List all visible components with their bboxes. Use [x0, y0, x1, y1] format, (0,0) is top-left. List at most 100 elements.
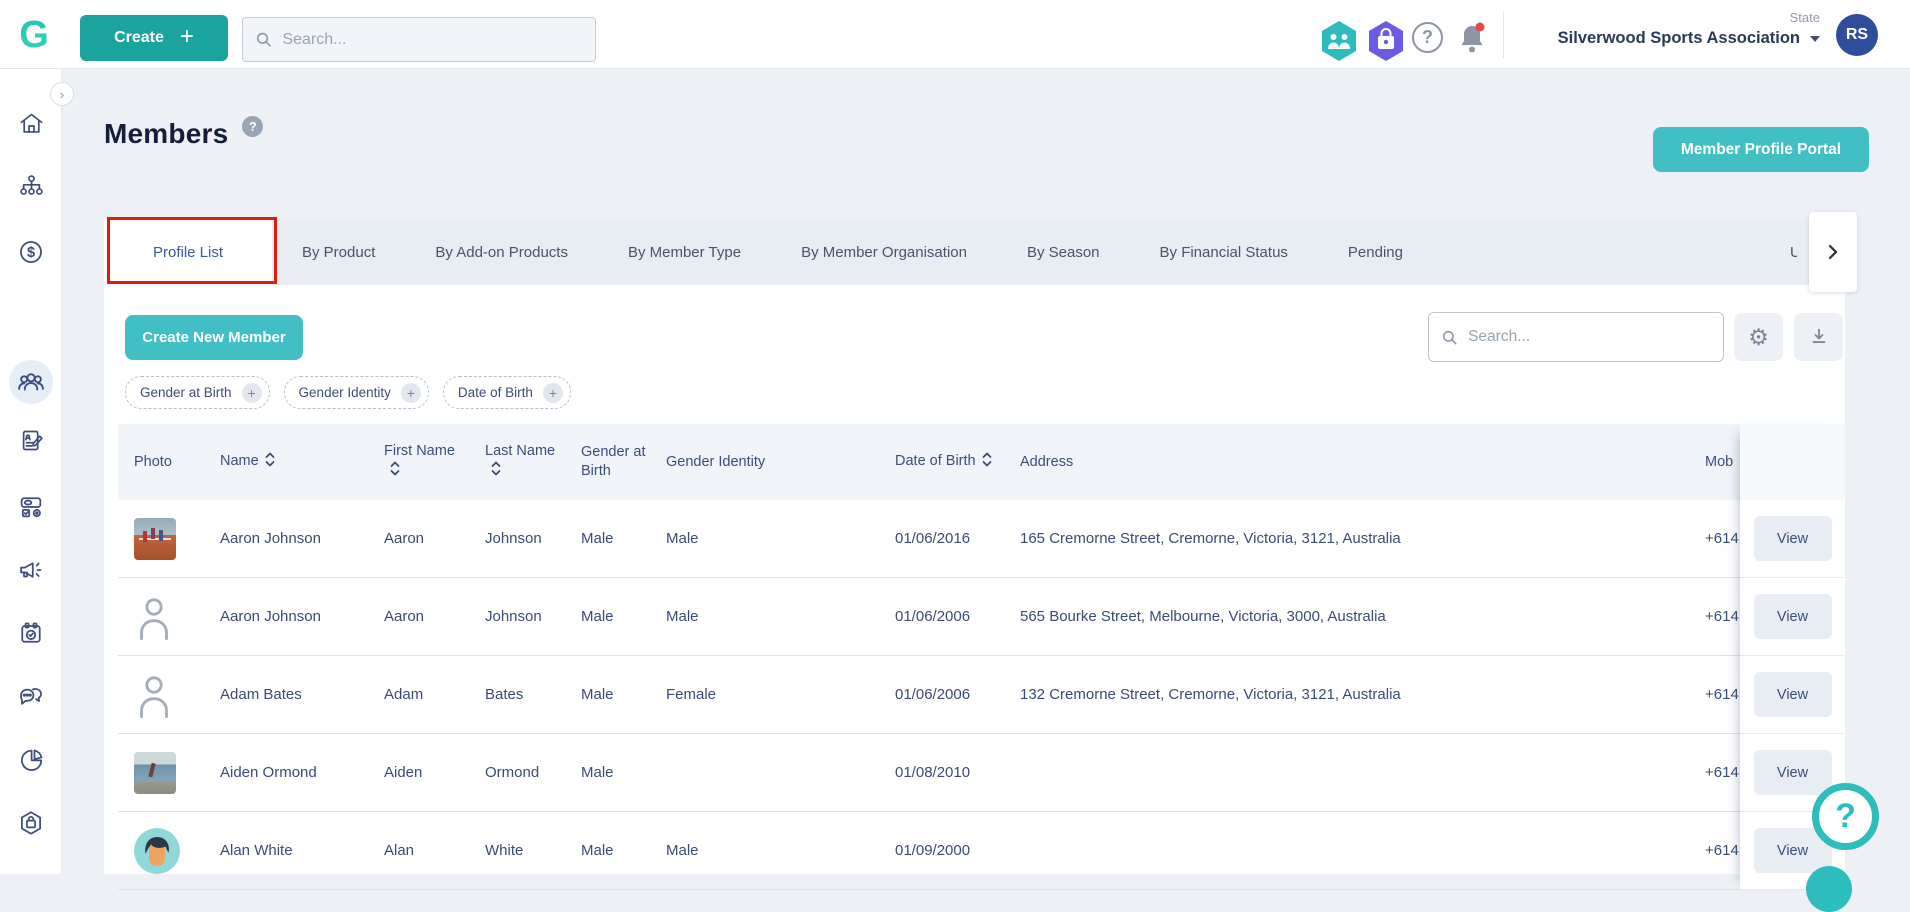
page-help-icon[interactable]: ? — [242, 116, 264, 137]
cell-first-name: Aiden — [384, 764, 423, 781]
cell-gender-identity: Female — [666, 686, 717, 703]
cell-name: Aiden Ormond — [220, 764, 317, 781]
global-search-input[interactable] — [282, 30, 583, 49]
chevron-right-icon — [1828, 244, 1838, 260]
search-icon — [1442, 330, 1457, 344]
tab-by-add-on-products[interactable]: By Add-on Products — [435, 243, 568, 261]
table-row: Aaron Johnson Aaron Johnson Male Male 01… — [118, 578, 1845, 656]
create-button[interactable]: Create + — [80, 15, 228, 61]
member-photo — [134, 517, 176, 560]
tab-by-member-organisation[interactable]: By Member Organisation — [801, 243, 967, 261]
plus-icon: + — [179, 23, 194, 50]
column-settings-button[interactable]: ⚙ — [1734, 313, 1783, 361]
marketplace-hexagon-icon[interactable] — [1367, 20, 1405, 62]
organisation-dropdown[interactable]: Silverwood Sports Association — [1520, 29, 1820, 48]
cell-address: 565 Bourke Street, Melbourne, Victoria, … — [1020, 608, 1386, 625]
table-body: Aaron Johnson Aaron Johnson Male Male 01… — [118, 500, 1845, 890]
column-header-name[interactable]: Name — [204, 452, 368, 473]
support-widget-button[interactable]: ? — [1812, 783, 1879, 850]
sort-icon[interactable] — [491, 461, 501, 482]
community-hexagon-icon[interactable] — [1320, 20, 1358, 62]
column-header-date-of-birth[interactable]: Date of Birth — [879, 452, 1004, 473]
cell-mobile: +614 — [1705, 764, 1739, 781]
cell-last-name: Bates — [485, 686, 524, 703]
tab-profile-list[interactable]: Profile List — [104, 219, 272, 285]
table-row: Aiden Ormond Aiden Ormond Male 01/08/201… — [118, 734, 1845, 812]
table-search-input[interactable] — [1468, 328, 1711, 346]
organisation-switcher: State Silverwood Sports Association — [1520, 10, 1820, 48]
member-photo — [134, 827, 180, 874]
sidebar-item-communications[interactable] — [0, 683, 62, 711]
column-header-last-name[interactable]: Last Name — [469, 442, 565, 482]
cell-address: 165 Cremorne Street, Cremorne, Victoria,… — [1020, 530, 1401, 547]
tab-by-financial-status[interactable]: By Financial Status — [1159, 243, 1288, 261]
view-button[interactable]: View — [1753, 594, 1832, 639]
sidebar-item-promotions[interactable] — [0, 556, 62, 584]
cell-date-of-birth: 01/09/2000 — [895, 842, 971, 859]
sort-icon[interactable] — [265, 452, 275, 473]
sidebar-item-organisations[interactable] — [0, 173, 62, 200]
sidebar-item-finances[interactable]: $ — [0, 238, 62, 266]
sidebar-expand-button[interactable]: › — [50, 82, 74, 106]
cell-name: Aaron Johnson — [220, 530, 321, 547]
gameday-logo-icon[interactable]: G — [12, 12, 56, 56]
sidebar-item-events[interactable] — [0, 619, 62, 647]
cell-last-name: White — [485, 842, 524, 859]
user-avatar[interactable]: RS — [1836, 14, 1878, 56]
view-button[interactable]: View — [1753, 750, 1832, 795]
create-new-member-button[interactable]: Create New Member — [125, 315, 303, 360]
cell-date-of-birth: 01/06/2006 — [895, 608, 971, 625]
sidebar: › $ — [0, 69, 74, 874]
action-column-header — [1740, 424, 1845, 500]
filter-chip-gender-at-birth[interactable]: Gender at Birth + — [125, 376, 270, 409]
cell-name: Aaron Johnson — [220, 608, 321, 625]
sidebar-item-shop[interactable] — [0, 809, 62, 837]
cell-last-name: Ormond — [485, 764, 540, 781]
cell-gender-at-birth: Male — [581, 764, 614, 781]
svg-text:G: G — [19, 14, 49, 56]
member-photo — [134, 671, 176, 719]
sort-icon[interactable] — [982, 452, 992, 473]
cell-name: Adam Bates — [220, 686, 302, 703]
cell-gender-identity: Male — [666, 608, 699, 625]
cell-date-of-birth: 01/08/2010 — [895, 764, 971, 781]
tab-pending[interactable]: Pending — [1347, 243, 1403, 261]
sidebar-item-products[interactable] — [0, 493, 62, 521]
sort-icon[interactable] — [390, 461, 400, 482]
svg-text:$: $ — [27, 245, 35, 261]
cell-name: Alan White — [220, 842, 293, 859]
sidebar-item-registrations[interactable] — [0, 427, 62, 454]
help-icon[interactable]: ? — [1412, 22, 1443, 53]
tab-scroll-right-button[interactable] — [1809, 212, 1857, 292]
tab-by-product[interactable]: By Product — [302, 243, 376, 261]
column-header-first-name[interactable]: First Name — [368, 442, 469, 482]
download-button[interactable] — [1794, 313, 1843, 361]
notifications-bell-icon[interactable] — [1455, 20, 1489, 56]
filter-chip-date-of-birth[interactable]: Date of Birth + — [442, 376, 571, 409]
filter-chip-gender-identity[interactable]: Gender Identity + — [283, 376, 429, 409]
create-button-label: Create — [114, 29, 164, 46]
column-header-gender-at-birth: Gender at Birth — [581, 444, 646, 479]
view-button[interactable]: View — [1753, 672, 1832, 717]
plus-icon: + — [542, 382, 563, 403]
topbar-divider — [1503, 11, 1504, 58]
tab-by-member-type[interactable]: By Member Type — [627, 243, 742, 261]
cell-last-name: Johnson — [485, 530, 542, 547]
tab-cutoff-fragment: U — [1790, 243, 1797, 261]
cell-first-name: Aaron — [384, 608, 425, 625]
tab-by-season[interactable]: By Season — [1026, 243, 1100, 261]
pie-chart-icon — [21, 749, 43, 771]
cell-mobile: +614 — [1705, 686, 1739, 703]
cell-first-name: Alan — [384, 842, 415, 859]
cell-gender-identity: Male — [666, 530, 699, 547]
cell-last-name: Johnson — [485, 608, 542, 625]
sidebar-item-home[interactable] — [0, 110, 62, 137]
support-widget-secondary[interactable] — [1806, 866, 1852, 912]
view-button[interactable]: View — [1753, 516, 1832, 561]
state-label: State — [1789, 10, 1820, 25]
sidebar-item-reports[interactable] — [0, 746, 62, 774]
cell-mobile: +614 — [1705, 608, 1739, 625]
dollar-icon: $ — [20, 241, 42, 263]
sidebar-item-members[interactable] — [0, 360, 62, 404]
member-profile-portal-button[interactable]: Member Profile Portal — [1653, 127, 1869, 172]
